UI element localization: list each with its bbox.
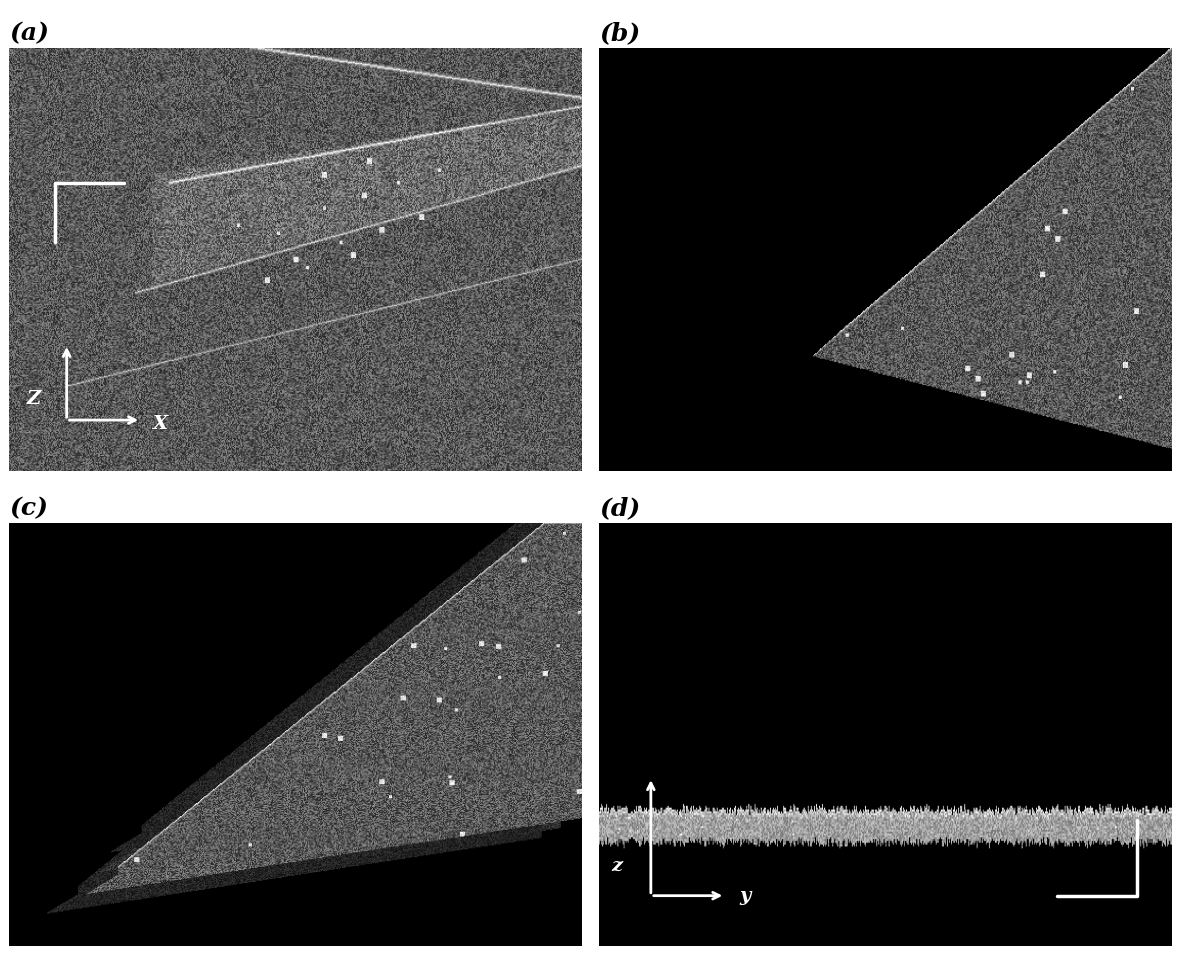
Text: (b): (b): [599, 21, 640, 45]
Text: (d): (d): [599, 496, 640, 521]
Text: X: X: [152, 415, 168, 433]
Text: y: y: [739, 886, 751, 904]
Text: (c): (c): [9, 496, 48, 521]
Text: z: z: [611, 858, 622, 875]
Text: (a): (a): [9, 21, 50, 45]
Text: Z: Z: [27, 390, 41, 408]
